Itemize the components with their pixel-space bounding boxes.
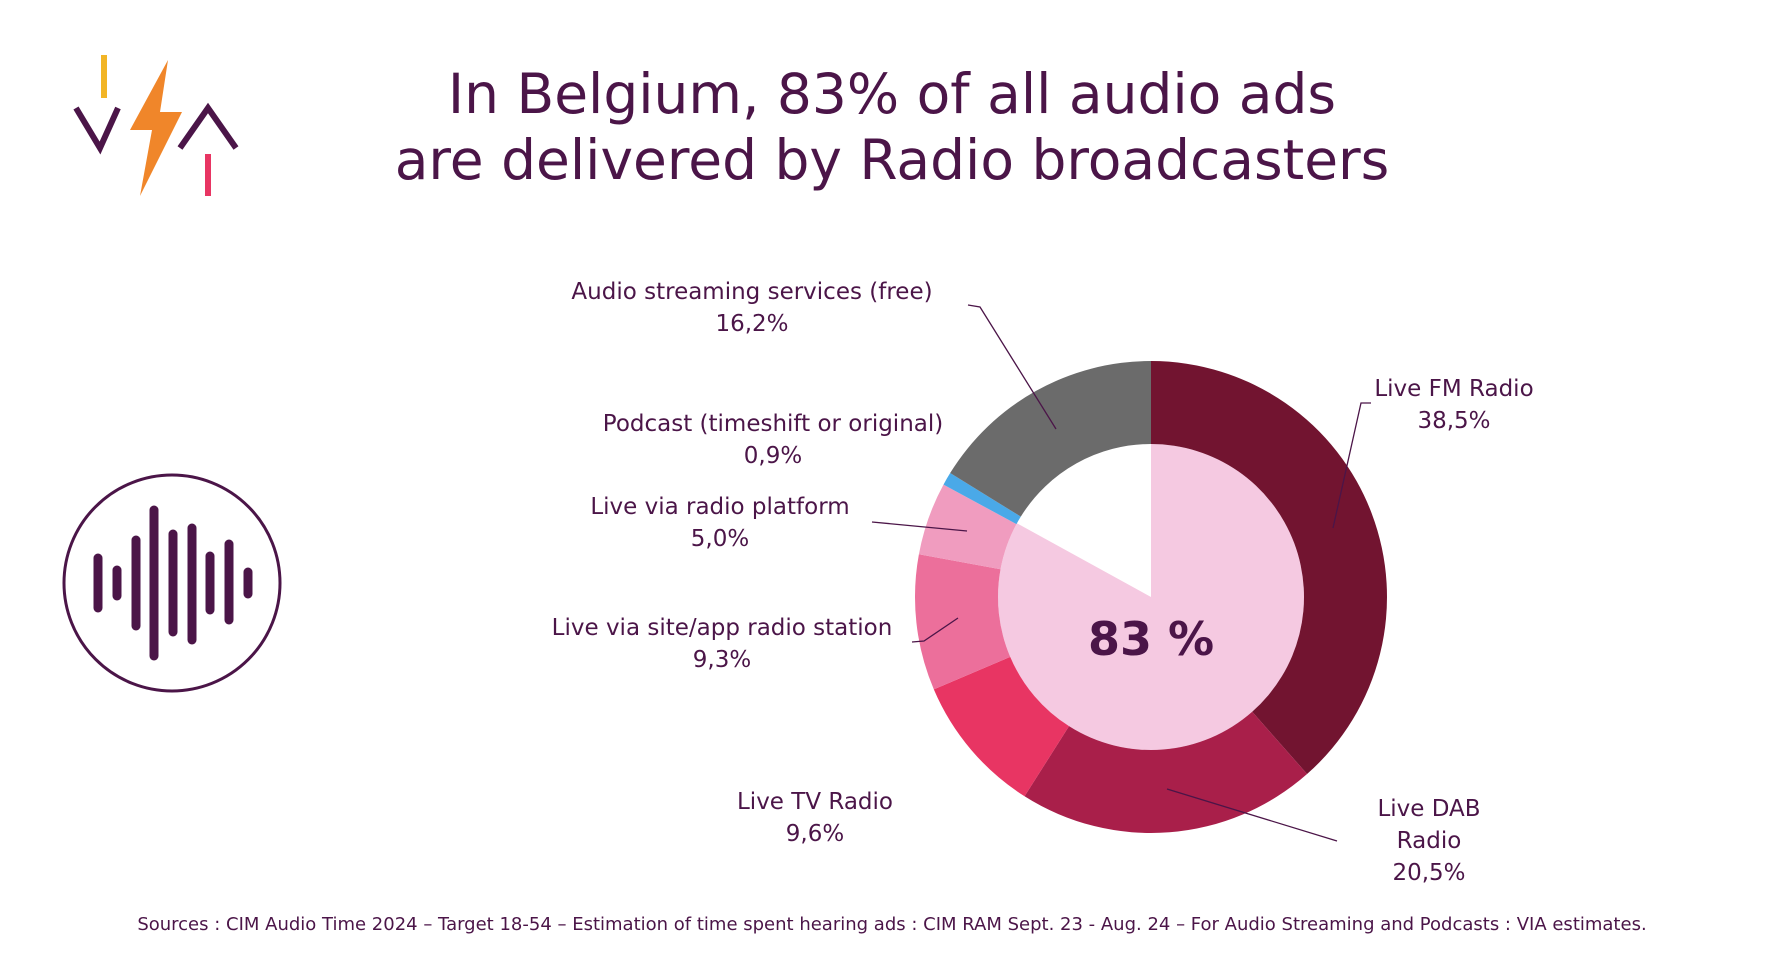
- donut-segment: [1024, 711, 1308, 833]
- inner-label: 83 %: [1088, 612, 1214, 666]
- logo: [73, 55, 239, 196]
- source: Sources : CIM Audio Time 2024 – Target 1…: [137, 914, 1647, 935]
- donut-segment: [933, 656, 1070, 797]
- segment-label: Live TV Radio: [736, 789, 894, 815]
- donut-segment: [918, 484, 1017, 570]
- segment-value: 38,5%: [1417, 408, 1491, 434]
- inner-wedge: [998, 444, 1304, 751]
- donut-segment: [950, 361, 1151, 517]
- segment-value: 9,3%: [692, 647, 752, 673]
- segment-label: Live DAB Radio: [1377, 796, 1481, 854]
- title-line: are delivered by Radio broadcasters: [394, 128, 1390, 192]
- segment-value: 16,2%: [715, 311, 789, 337]
- leader-lines: [871, 304, 1371, 842]
- title-line: In Belgium, 83% of all audio ads: [447, 62, 1337, 126]
- segment-label: Live via site/app radio station: [551, 615, 893, 641]
- segment-label: Live FM Radio: [1374, 376, 1534, 402]
- audio-icon: [62, 473, 282, 693]
- segment-label: Podcast (timeshift or original): [602, 411, 944, 437]
- segment-value: 9,6%: [785, 821, 845, 847]
- donut-segment: [1151, 361, 1387, 775]
- segment-label: Audio streaming services (free): [571, 279, 933, 305]
- segment-value: 5,0%: [690, 526, 750, 552]
- segment-value: 0,9%: [743, 443, 803, 469]
- donut-segment: [943, 473, 1021, 525]
- segment-label: Live via radio platform: [590, 494, 850, 520]
- donut-segment: [914, 554, 1011, 690]
- segment-value: 20,5%: [1392, 860, 1466, 886]
